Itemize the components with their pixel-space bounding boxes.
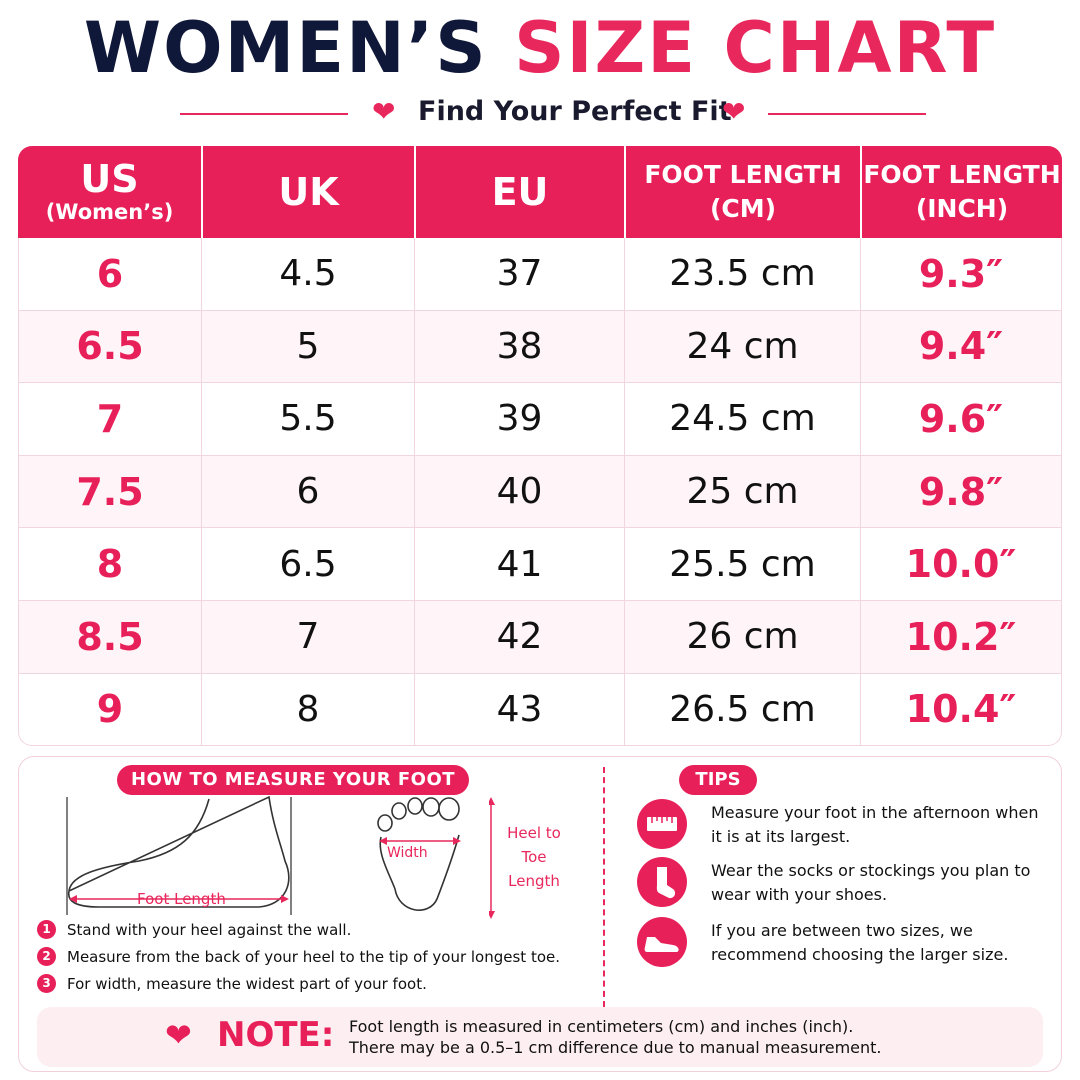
cell-eu: 38 <box>414 310 624 384</box>
tip-text: Wear the socks or stockings you plan to … <box>711 861 1031 904</box>
header-cm-line1: FOOT LENGTH <box>644 160 842 189</box>
step-number: 3 <box>37 974 56 993</box>
cell-eu: 42 <box>414 600 624 674</box>
cell-us: 6 <box>18 238 201 311</box>
title-size-chart: SIZE CHART <box>514 7 997 89</box>
heart-icon: ❤ <box>722 95 746 128</box>
cell-us: 7 <box>18 383 201 456</box>
width-label: Width <box>387 845 428 861</box>
header-us-label: US <box>80 157 139 201</box>
cell-cm: 24.5 cm <box>624 383 860 456</box>
step-text: For width, measure the widest part of yo… <box>67 975 427 993</box>
subtitle-divider-left <box>180 113 348 115</box>
header-eu-label: EU <box>491 170 549 214</box>
table-row: 7 5.5 39 24.5 cm 9.6″ <box>18 383 1062 456</box>
note-text: Foot length is measured in centimeters (… <box>349 1016 1029 1058</box>
cell-eu: 43 <box>414 673 624 747</box>
header-uk: UK <box>201 146 414 238</box>
table-row: 7.5 6 40 25 cm 9.8″ <box>18 455 1062 529</box>
cell-us: 7.5 <box>18 455 201 529</box>
cell-uk: 4.5 <box>201 238 414 311</box>
note-line-1: Foot length is measured in centimeters (… <box>349 1017 854 1036</box>
cell-inch: 10.2″ <box>860 600 1062 674</box>
cell-inch: 9.4″ <box>860 310 1062 384</box>
header-us-sub: (Women’s) <box>45 200 174 224</box>
sock-icon <box>637 857 687 907</box>
heel-to-toe-arrow <box>489 797 495 919</box>
size-table: US (Women’s) UK EU FOOT LENGTH (CM) FOOT… <box>18 146 1062 747</box>
page-title: WOMEN’S SIZE CHART <box>0 6 1080 90</box>
note-line-2: There may be a 0.5–1 cm difference due t… <box>349 1038 882 1057</box>
tip-text: Measure your foot in the afternoon when … <box>711 803 1039 846</box>
cell-cm: 25.5 cm <box>624 528 860 601</box>
section-divider <box>603 767 605 1007</box>
cell-eu: 37 <box>414 238 624 311</box>
header-uk-label: UK <box>278 170 339 214</box>
table-row: 8.5 7 42 26 cm 10.2″ <box>18 600 1062 674</box>
cell-us: 8.5 <box>18 600 201 674</box>
cell-uk: 7 <box>201 600 414 674</box>
cell-inch: 9.8″ <box>860 455 1062 529</box>
cell-cm: 23.5 cm <box>624 238 860 311</box>
subtitle-row: ❤ Find Your Perfect Fit ❤ <box>0 94 1080 134</box>
table-row: 6.5 5 38 24 cm 9.4″ <box>18 310 1062 384</box>
title-women: WOMEN’S <box>83 7 488 89</box>
header-us: US (Women’s) <box>18 146 201 238</box>
cell-cm: 26 cm <box>624 600 860 674</box>
foot-length-label: Foot Length <box>137 890 226 908</box>
measure-steps: 1 Stand with your heel against the wall.… <box>37 919 597 1000</box>
header-inch-line2: (INCH) <box>915 194 1009 223</box>
note-banner: ❤ NOTE: Foot length is measured in centi… <box>37 1007 1043 1067</box>
heart-icon: ❤ <box>372 95 396 128</box>
table-row: 8 6.5 41 25.5 cm 10.0″ <box>18 528 1062 601</box>
cell-uk: 6 <box>201 455 414 529</box>
cell-eu: 39 <box>414 383 624 456</box>
cell-us: 8 <box>18 528 201 601</box>
list-item: 2 Measure from the back of your heel to … <box>37 946 597 973</box>
header-cm-line2: (CM) <box>709 194 777 223</box>
table-row: 9 8 43 26.5 cm 10.4″ <box>18 673 1062 747</box>
header-eu: EU <box>414 146 624 238</box>
header-inch-line1: FOOT LENGTH <box>863 160 1061 189</box>
list-item: 3 For width, measure the widest part of … <box>37 973 597 1000</box>
cell-uk: 8 <box>201 673 414 747</box>
foot-sole-diagram <box>377 797 461 911</box>
cell-us: 6.5 <box>18 310 201 384</box>
ruler-icon <box>637 799 687 849</box>
cell-inch: 10.4″ <box>860 673 1062 747</box>
cell-cm: 24 cm <box>624 310 860 384</box>
info-panel: HOW TO MEASURE YOUR FOOT Foot Length Wid… <box>18 756 1062 1072</box>
cell-inch: 9.3″ <box>860 238 1062 311</box>
heel-to-toe-label: Heel to Toe Length <box>507 824 561 890</box>
cell-cm: 26.5 cm <box>624 673 860 747</box>
note-label: NOTE: <box>217 1015 335 1055</box>
header-foot-length-cm: FOOT LENGTH (CM) <box>624 146 860 238</box>
cell-eu: 40 <box>414 455 624 529</box>
cell-cm: 25 cm <box>624 455 860 529</box>
step-text: Stand with your heel against the wall. <box>67 921 352 939</box>
cell-inch: 9.6″ <box>860 383 1062 456</box>
how-to-measure-heading: HOW TO MEASURE YOUR FOOT <box>117 765 469 795</box>
step-number: 2 <box>37 947 56 966</box>
step-text: Measure from the back of your heel to th… <box>67 948 561 966</box>
cell-inch: 10.0″ <box>860 528 1062 601</box>
table-header-row: US (Women’s) UK EU FOOT LENGTH (CM) FOOT… <box>18 146 1062 238</box>
cell-uk: 6.5 <box>201 528 414 601</box>
foot-side-diagram <box>66 795 292 915</box>
cell-us: 9 <box>18 673 201 747</box>
tips-heading: TIPS <box>679 765 757 795</box>
table-row: 6 4.5 37 23.5 cm 9.3″ <box>18 238 1062 311</box>
heart-icon: ❤ <box>165 1016 192 1054</box>
cell-eu: 41 <box>414 528 624 601</box>
subtitle: Find Your Perfect Fit <box>418 96 732 127</box>
header-foot-length-inch: FOOT LENGTH (INCH) <box>860 146 1062 238</box>
list-item: 1 Stand with your heel against the wall. <box>37 919 597 946</box>
cell-uk: 5.5 <box>201 383 414 456</box>
tip-text: If you are between two sizes, we recomme… <box>711 921 1009 964</box>
cell-uk: 5 <box>201 310 414 384</box>
subtitle-divider-right <box>768 113 926 115</box>
shoe-icon <box>637 917 687 967</box>
step-number: 1 <box>37 920 56 939</box>
